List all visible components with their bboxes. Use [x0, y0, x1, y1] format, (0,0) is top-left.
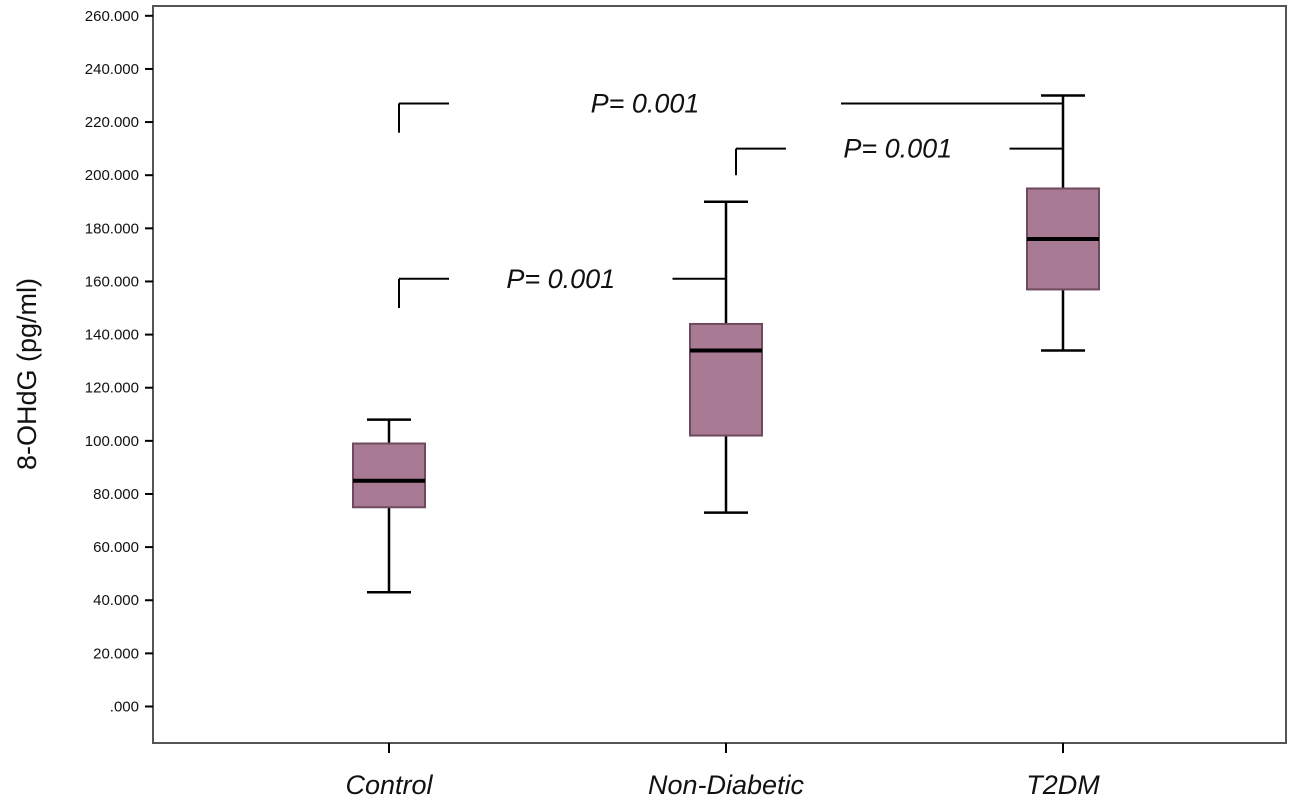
- y-tick-label: 260.000: [85, 8, 139, 25]
- y-tick-label: .000: [110, 699, 139, 716]
- y-tick-label: 120.000: [85, 380, 139, 397]
- y-tick-label: 180.000: [85, 220, 139, 237]
- p-value-label: P= 0.001: [506, 264, 615, 294]
- x-category-label: Control: [345, 770, 433, 800]
- p-value-label: P= 0.001: [843, 134, 952, 164]
- y-tick-label: 20.000: [93, 645, 139, 662]
- x-category-label: Non-Diabetic: [648, 770, 805, 800]
- y-tick-label: 140.000: [85, 327, 139, 344]
- p-value-label: P= 0.001: [591, 88, 700, 118]
- plot-frame: [152, 5, 1287, 744]
- y-tick-label: 220.000: [85, 114, 139, 131]
- box-iqr: [352, 442, 426, 509]
- y-tick-label: 240.000: [85, 61, 139, 78]
- y-tick-label: 40.000: [93, 592, 139, 609]
- x-category-label: T2DM: [1026, 770, 1100, 800]
- y-tick-label: 200.000: [85, 167, 139, 184]
- y-tick-label: 160.000: [85, 273, 139, 290]
- y-axis-title: 8-OHdG (pg/ml): [12, 278, 42, 470]
- y-tick-label: 80.000: [93, 486, 139, 503]
- box-iqr: [689, 322, 763, 437]
- y-tick-label: 60.000: [93, 539, 139, 556]
- y-tick-label: 100.000: [85, 433, 139, 450]
